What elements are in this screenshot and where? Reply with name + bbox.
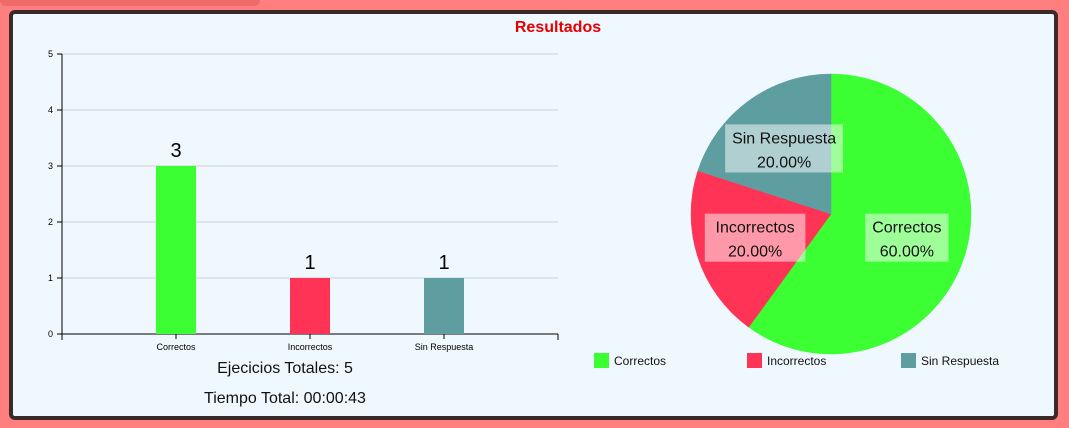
- y-tick-label: 2: [48, 217, 53, 227]
- bar-chart: 0 1 2 3 4 5 Correctos 3 Incorrectos 1 Sin Respuest…: [48, 49, 559, 352]
- legend-label: Correctos: [614, 353, 667, 368]
- bar-incorrectos: [290, 278, 330, 334]
- pie-label-percent: 60.00%: [880, 244, 934, 261]
- pie-label-name: Correctos: [872, 220, 941, 237]
- legend-item-sin-respuesta: Sin Respuesta: [901, 353, 999, 368]
- top-accent-bar: [0, 0, 260, 6]
- x-tick-label: Sin Respuesta: [415, 342, 474, 352]
- legend-swatch: [747, 353, 762, 368]
- pie-label-percent: 20.00%: [728, 244, 782, 261]
- pie-label-incorrectos: Incorrectos 20.00%: [704, 213, 806, 262]
- x-tick-label: Correctos: [156, 342, 196, 352]
- bar-data-label: 1: [438, 252, 449, 274]
- y-tick-label: 1: [48, 273, 53, 283]
- pie-label-name: Incorrectos: [716, 220, 795, 237]
- y-tick-label: 0: [48, 329, 53, 339]
- pie-label-sin-respuesta: Sin Respuesta 20.00%: [725, 124, 843, 173]
- pie-slice-correctos: [748, 73, 972, 355]
- x-tick-label: Incorrectos: [288, 342, 333, 352]
- total-exercises-label: Ejecicios Totales: 5: [217, 360, 353, 377]
- pie-label-name: Sin Respuesta: [732, 130, 836, 147]
- bar-sin-respuesta: [424, 278, 464, 334]
- bar-data-label: 1: [304, 252, 315, 274]
- y-tick-label: 3: [48, 161, 53, 171]
- legend-label: Sin Respuesta: [921, 353, 1000, 368]
- bar-data-label: 3: [170, 140, 181, 162]
- pie-label-correctos: Correctos 60.00%: [865, 213, 949, 262]
- legend-label: Incorrectos: [767, 353, 827, 368]
- legend-item-incorrectos: Incorrectos: [747, 353, 826, 368]
- pie-label-bg: [704, 213, 806, 262]
- bar-correctos: [156, 166, 196, 334]
- chart-title: Resultados: [514, 19, 602, 36]
- pie-label-bg: [865, 213, 949, 262]
- y-tick-label: 4: [48, 105, 53, 115]
- legend-item-correctos: Correctos: [594, 353, 666, 368]
- pie-label-bg: [725, 124, 843, 173]
- y-tick-label: 5: [48, 49, 53, 59]
- pie-label-percent: 20.00%: [757, 154, 811, 171]
- legend-swatch: [901, 353, 916, 368]
- total-time-label: Tiempo Total: 00:00:43: [204, 390, 366, 407]
- legend-swatch: [594, 353, 609, 368]
